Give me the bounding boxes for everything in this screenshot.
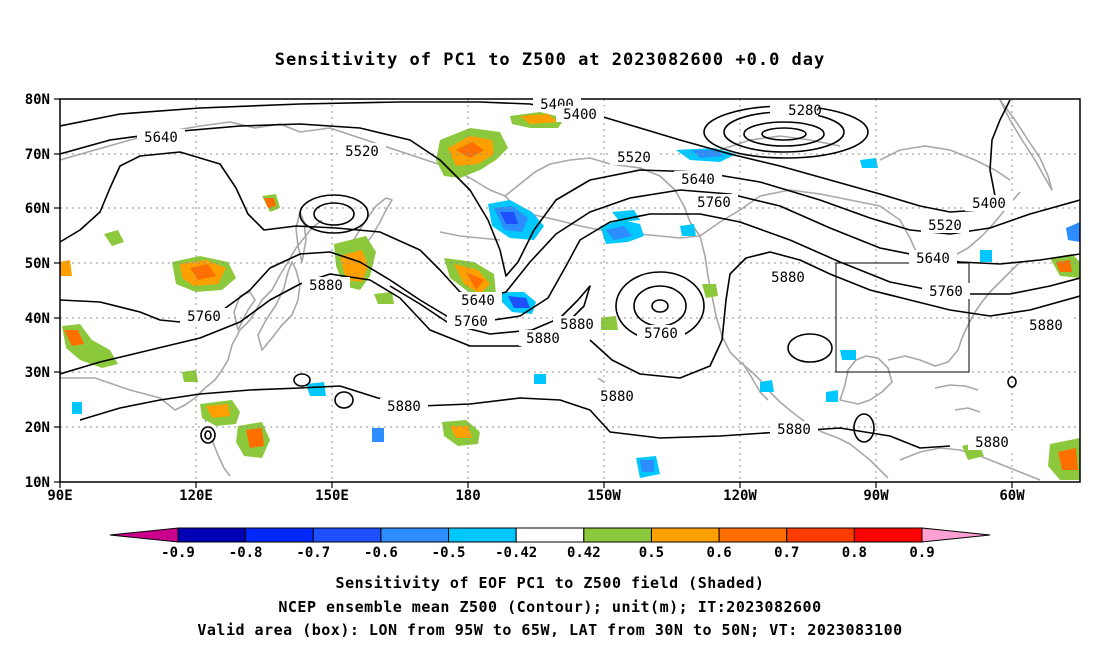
colorbar-right-triangle: [921, 527, 991, 543]
lat-label: 80N: [25, 92, 50, 108]
contour-label: 5760: [697, 195, 731, 211]
colorbar-cell: [650, 527, 720, 543]
contour-label: 5640: [461, 293, 495, 309]
contour-label: 5760: [929, 284, 963, 300]
contour-label: 5880: [975, 435, 1009, 451]
contour-label: 5880: [526, 331, 560, 347]
colorbar-cell: [448, 527, 517, 543]
caption-shading: Sensitivity of EOF PC1 to Z500 field (Sh…: [335, 574, 765, 592]
colorbar-cell: [583, 527, 652, 543]
contour-label: 5280: [788, 103, 822, 119]
colorbar-label: -0.42: [495, 545, 537, 561]
lat-label: 50N: [25, 256, 50, 272]
lon-label: 90W: [863, 488, 889, 504]
colorbar-label: 0.5: [639, 545, 664, 561]
chart-title: Sensitivity of PC1 to Z500 at 2023082600…: [274, 50, 826, 70]
contour-label: 5400: [563, 107, 597, 123]
contour-label: 5880: [1029, 318, 1063, 334]
colorbar-label: -0.8: [229, 545, 263, 561]
contour-label: 5880: [387, 399, 421, 415]
colorbar-label: -0.7: [296, 545, 330, 561]
negative-sensitivity-shading: [72, 148, 1080, 478]
contour-labels: 5280 5400 5400 5400 5520 5520 5520 5640 …: [137, 96, 1070, 451]
lat-label: 60N: [25, 201, 50, 217]
valid-area-box: [835, 262, 970, 373]
contour-label: 5520: [928, 218, 962, 234]
colorbar-label: 0.7: [774, 545, 799, 561]
colorbar-label: 0.6: [706, 545, 731, 561]
contour-label: 5520: [617, 150, 651, 166]
lat-label: 20N: [25, 420, 50, 436]
contour-label: 5880: [777, 422, 811, 438]
contour-label: 5880: [560, 317, 594, 333]
colorbar-label: -0.6: [364, 545, 398, 561]
colorbar-label: 0.8: [842, 545, 867, 561]
contour-label: 5880: [309, 278, 343, 294]
lat-label: 10N: [25, 475, 50, 491]
caption-valid-area: Valid area (box): LON from 95W to 65W, L…: [197, 621, 903, 639]
contour-label: 5880: [600, 389, 634, 405]
lon-label: 90E: [47, 488, 72, 504]
lon-label: 60W: [999, 488, 1025, 504]
colorbar: -0.9 -0.8 -0.7 -0.6 -0.5 -0.42 0.42 0.5 0.6 0.7 0.…: [109, 527, 991, 561]
contour-label: 5760: [454, 314, 488, 330]
colorbar-cell: [853, 527, 923, 543]
lon-label: 120E: [179, 488, 213, 504]
contour-label: 5520: [345, 144, 379, 160]
lat-label: 40N: [25, 311, 50, 327]
colorbar-cell: [177, 527, 247, 543]
colorbar-cell: [245, 527, 314, 543]
lon-label: 150E: [315, 488, 349, 504]
contour-label: 5880: [771, 270, 805, 286]
colorbar-label: -0.5: [432, 545, 466, 561]
caption-contour: NCEP ensemble mean Z500 (Contour); unit(…: [278, 598, 822, 616]
contour-label: 5640: [916, 251, 950, 267]
lon-label: 120W: [723, 488, 757, 504]
contour-label: 5760: [187, 309, 221, 325]
colorbar-label: 0.9: [909, 545, 934, 561]
longitude-labels: 90E 120E 150E 180 150W 120W 90W 60W: [47, 488, 1025, 504]
contour-label: 5760: [644, 326, 678, 342]
contour-label: 5640: [681, 172, 715, 188]
latitude-labels: 80N 70N 60N 50N 40N 30N 20N 10N: [25, 92, 50, 491]
contour-label: 5640: [144, 130, 178, 146]
colorbar-cell: [312, 527, 382, 543]
colorbar-left-triangle: [109, 527, 179, 543]
colorbar-cell: [380, 527, 450, 543]
lat-label: 30N: [25, 365, 50, 381]
contour-label: 5400: [972, 196, 1006, 212]
colorbar-cell: [718, 527, 788, 543]
colorbar-cell: [515, 527, 585, 543]
lon-label: 180: [455, 488, 480, 504]
colorbar-label: -0.9: [161, 545, 195, 561]
lon-label: 150W: [587, 488, 621, 504]
colorbar-label: 0.42: [567, 545, 601, 561]
colorbar-cell: [786, 527, 855, 543]
lat-label: 70N: [25, 147, 50, 163]
